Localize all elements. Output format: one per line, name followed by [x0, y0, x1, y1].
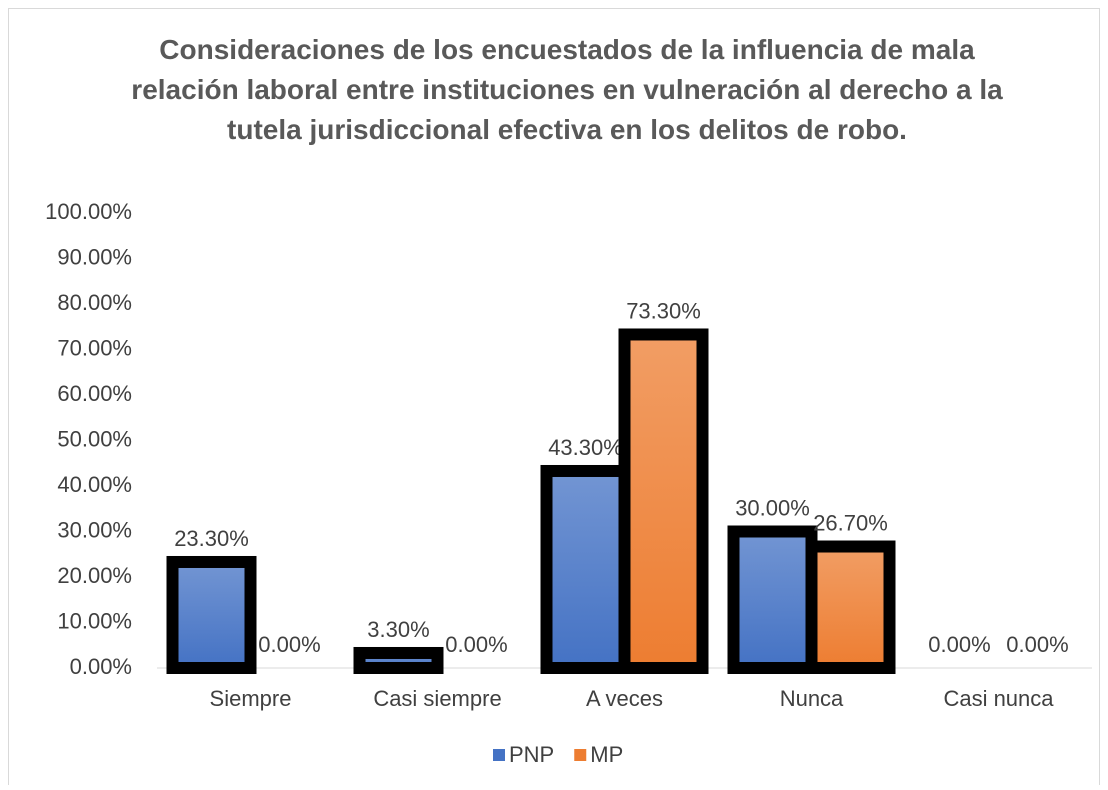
data-label: 30.00%	[735, 495, 810, 520]
data-label: 73.30%	[626, 298, 701, 323]
data-label: 43.30%	[548, 435, 623, 460]
y-tick-label: 0.00%	[70, 654, 132, 679]
chart-title: Consideraciones de los encuestados de la…	[131, 34, 1003, 145]
bar	[618, 328, 709, 674]
y-tick-label: 100.00%	[45, 199, 132, 224]
data-label: 23.30%	[174, 526, 249, 551]
data-label: 0.00%	[258, 632, 320, 657]
y-tick-label: 90.00%	[57, 244, 132, 269]
legend-label: MP	[590, 742, 623, 767]
data-label: 3.30%	[367, 617, 429, 642]
x-tick-label: Siempre	[210, 686, 292, 711]
y-tick-label: 70.00%	[57, 335, 132, 360]
legend-label: PNP	[509, 742, 554, 767]
legend-swatch	[574, 749, 587, 761]
chart-border	[8, 8, 1100, 790]
data-label: 0.00%	[928, 632, 990, 657]
x-tick-label: Casi siempre	[373, 686, 501, 711]
y-tick-label: 10.00%	[57, 608, 132, 633]
y-tick-label: 20.00%	[57, 563, 132, 588]
y-tick-label: 60.00%	[57, 381, 132, 406]
legend-swatch	[493, 749, 505, 761]
y-tick-label: 80.00%	[57, 290, 132, 315]
x-tick-label: Nunca	[780, 686, 844, 711]
y-tick-label: 40.00%	[57, 472, 132, 497]
y-tick-label: 50.00%	[57, 426, 132, 451]
bar	[353, 646, 444, 674]
data-label: 26.70%	[813, 510, 888, 535]
bar	[540, 464, 631, 674]
x-tick-label: A veces	[586, 686, 663, 711]
x-tick-label: Casi nunca	[943, 686, 1054, 711]
data-label: 0.00%	[1006, 632, 1068, 657]
bar	[166, 555, 257, 674]
bar	[727, 525, 818, 674]
bar	[805, 540, 896, 675]
data-label: 0.00%	[445, 632, 507, 657]
y-tick-label: 30.00%	[57, 517, 132, 542]
